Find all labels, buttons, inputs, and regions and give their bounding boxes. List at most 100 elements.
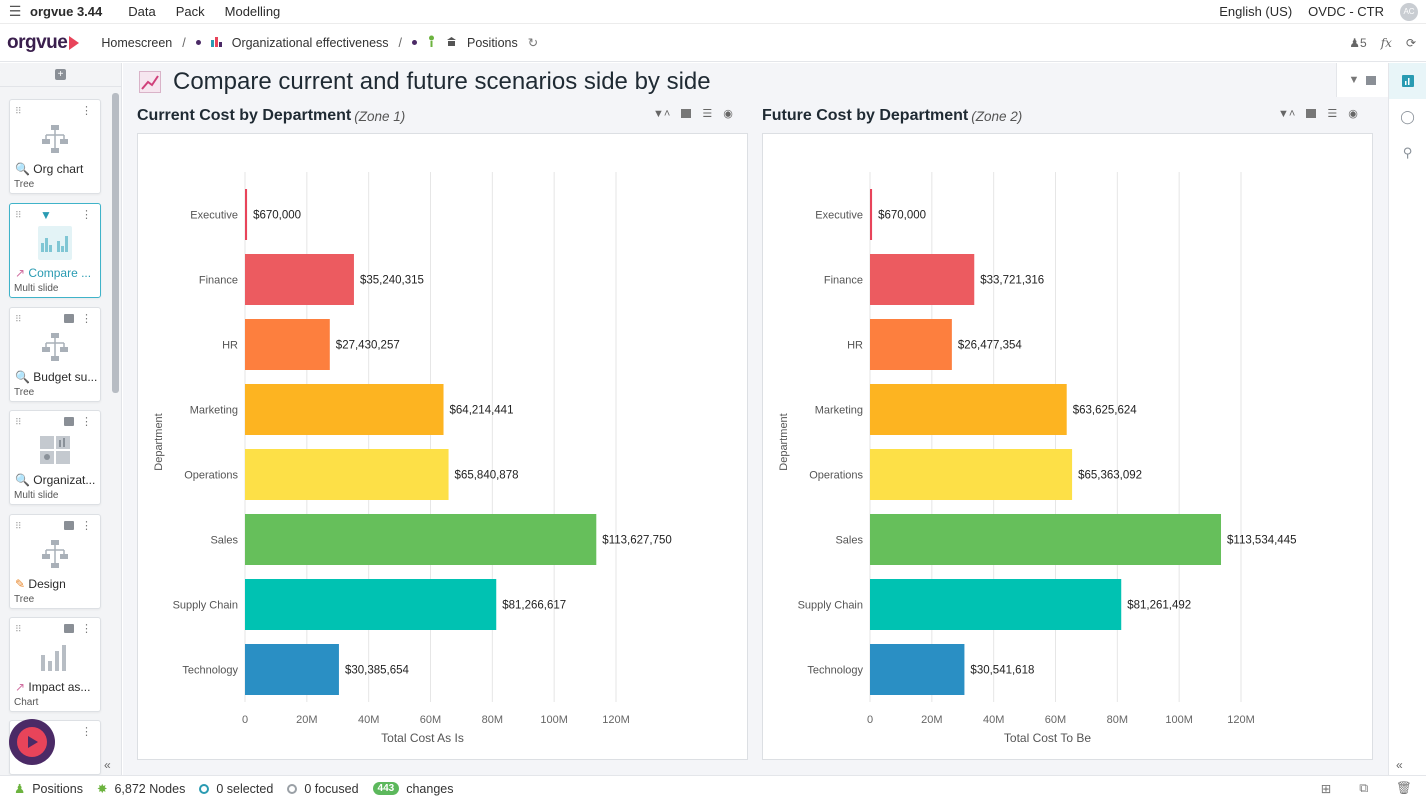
duplicate-icon[interactable] [64,624,74,633]
circle-icon[interactable]: ◯ [1400,109,1415,124]
status-changes[interactable]: 443 changes [372,781,454,796]
x-tick-label: 100M [540,714,568,726]
bar [245,449,449,500]
slide-card-org-chart[interactable]: ⠿ ⋮ 🔍 Org chart Tree [9,99,101,194]
building-icon [446,36,457,50]
formula-icon[interactable]: fx [1380,35,1392,50]
chart-panel-icon[interactable] [1389,63,1426,99]
slide-card-impact[interactable]: ⠿ ⋮ ↗ Impact as... Chart [9,617,101,712]
trash-icon[interactable]: 🗑 [1396,781,1412,795]
drag-handle-icon[interactable]: ⠿ [15,417,22,427]
status-dataset[interactable]: ♟ Positions [14,781,83,797]
more-options-icon[interactable]: ⋮ [81,105,92,117]
filter-icon[interactable]: ▼˄ [653,107,671,120]
more-options-icon[interactable]: ⋮ [81,313,92,325]
x-tick-label: 80M [482,714,503,726]
right-panel-title: Future Cost by Department [762,107,969,124]
menu-modelling[interactable]: Modelling [224,4,281,19]
drag-handle-icon[interactable]: ⠿ [15,521,22,531]
more-options-icon[interactable]: ⋮ [81,726,92,738]
breadcrumb-separator: / [182,35,186,50]
bar [870,579,1122,630]
right-panel-zone: (Zone 2) [971,108,1023,124]
list-icon[interactable]: ☰ [702,108,713,120]
logo-text: orgvue [7,31,68,53]
breadcrumb: Homescreen / Organizational effectivenes… [101,35,538,50]
workspace-selector[interactable]: OVDC - CTR [1308,4,1384,19]
palette-icon[interactable]: ◉ [723,108,733,120]
more-options-icon[interactable]: ⋮ [81,416,92,428]
duplicate-icon[interactable] [64,314,74,323]
more-options-icon[interactable]: ⋮ [81,520,92,532]
data-label: $30,385,654 [345,665,410,677]
language-selector[interactable]: English (US) [1219,4,1293,19]
duplicate-icon[interactable] [681,109,692,118]
slide-toolbar: ▼ [1336,63,1388,97]
focused-ring-icon [287,783,298,794]
orgvue-assistant-button[interactable] [9,719,55,765]
tree-thumbnail-icon [38,122,72,156]
changes-label: changes [406,781,454,796]
slide-card-design[interactable]: ⠿ ⋮ ✎ Design Tree [9,514,101,609]
search-icon: 🔍 [15,473,30,487]
person-icon [427,35,436,50]
duplicate-icon[interactable] [1366,75,1377,85]
breadcrumb-organizational-effectiveness[interactable]: Organizational effectiveness [231,35,389,50]
filter-icon[interactable]: ▼ [40,208,52,222]
add-icon[interactable]: ⊞ [1320,782,1332,796]
status-focused[interactable]: 0 focused [287,782,359,796]
status-dot-icon [195,40,201,45]
duplicate-icon[interactable] [64,417,74,426]
bar [245,644,339,695]
data-label: $65,363,092 [1078,470,1142,482]
duplicate-icon[interactable] [1306,109,1317,118]
duplicate-icon[interactable] [64,521,74,530]
status-nodes-label: 6,872 Nodes [114,781,186,796]
bar [870,254,975,305]
users-count[interactable]: ♟5 [1349,36,1366,50]
category-label: Supply Chain [173,600,238,612]
drag-handle-icon[interactable]: ⠿ [15,624,22,634]
search-icon[interactable]: ⚲ [1402,145,1413,160]
filter-icon[interactable]: ▼ [1348,74,1360,86]
main-canvas: Compare current and future scenarios sid… [123,63,1388,775]
menu-data[interactable]: Data [128,4,156,19]
sidebar-scrollbar[interactable] [112,93,119,393]
more-options-icon[interactable]: ⋮ [81,209,92,221]
status-nodes[interactable]: ✸ 6,872 Nodes [97,781,186,797]
slide-card-budget[interactable]: ⠿ ⋮ 🔍 Budget su... Tree [9,307,101,402]
drag-handle-icon[interactable]: ⠿ [15,210,22,220]
slide-card-compare[interactable]: ⠿ ▼ ⋮ ↗ Compare ... Multi slide [9,203,101,298]
menu-pack[interactable]: Pack [175,4,205,19]
x-tick-label: 100M [1165,714,1193,726]
slide-card-type: Multi slide [14,283,59,294]
slide-card-title: 🔍 Org chart [15,162,101,176]
bar [245,254,354,305]
status-selected[interactable]: 0 selected [199,782,273,796]
copy-icon[interactable]: ⧉ [1359,781,1369,795]
data-label: $35,240,315 [360,275,424,287]
breadcrumb-homescreen[interactable]: Homescreen [101,35,173,50]
x-tick-label: 0 [242,714,248,726]
collapse-rail-icon[interactable]: « [1396,758,1403,772]
list-icon[interactable]: ☰ [1327,108,1338,120]
current-cost-chart: 0 20M 40M 60M 80M 100M 120M Executive $670,000 Fi… [153,172,672,745]
collapse-sidebar-icon[interactable]: « [104,758,111,772]
add-slide-button[interactable]: + [0,63,121,87]
orgvue-logo[interactable]: orgvue [7,31,80,54]
avatar[interactable]: AC [1400,2,1418,21]
x-tick-label: 40M [358,714,379,726]
breadcrumb-positions[interactable]: Positions [467,35,518,50]
tree-thumbnail-icon [38,330,72,364]
category-label: Technology [807,665,863,677]
hamburger-menu-icon[interactable]: ☰ [8,3,22,19]
more-options-icon[interactable]: ⋮ [81,623,92,635]
menu-bar: ☰ orgvue 3.44 Data Pack Modelling Englis… [0,0,1426,24]
sync-icon[interactable]: ⟳ [1405,35,1416,50]
filter-icon[interactable]: ▼˄ [1278,107,1296,120]
palette-icon[interactable]: ◉ [1348,108,1358,120]
refresh-icon[interactable]: ↻ [527,36,539,50]
drag-handle-icon[interactable]: ⠿ [15,314,22,324]
slide-card-organizational[interactable]: ⠿ ⋮ 🔍 Organizat... Multi slide [9,410,101,505]
drag-handle-icon[interactable]: ⠿ [15,106,22,116]
